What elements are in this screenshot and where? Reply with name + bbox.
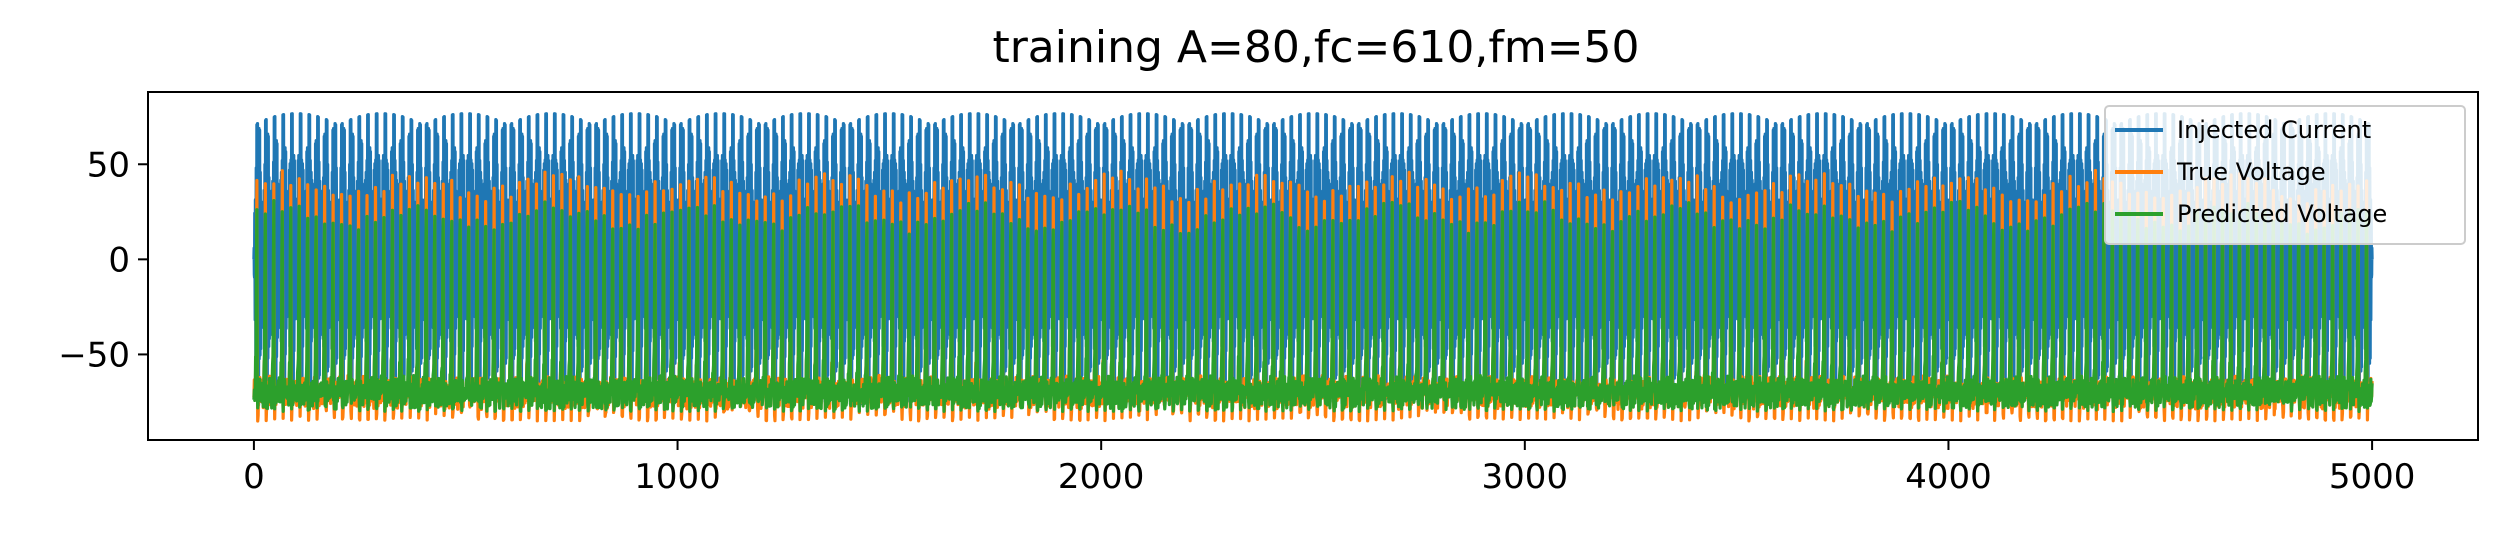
series-group [252, 112, 2374, 423]
axes: 0 1000 2000 3000 4000 5000 50 0 −50 [58, 91, 2479, 497]
x-tick-label: 0 [243, 457, 265, 497]
series-predicted-voltage [252, 198, 2374, 414]
legend-label: Predicted Voltage [2177, 200, 2387, 228]
x-tick-label: 2000 [1058, 457, 1145, 497]
x-tick-label: 4000 [1905, 457, 1992, 497]
plot-area [252, 112, 2374, 423]
legend: Injected Current True Voltage Predicted Vo… [2104, 105, 2466, 245]
x-tick-label: 1000 [634, 457, 721, 497]
axes-frame [147, 91, 2479, 441]
x-tick-label: 5000 [2329, 457, 2416, 497]
y-tick-label: −50 [58, 335, 130, 375]
y-tick-label: 0 [108, 240, 130, 280]
legend-box [2104, 105, 2466, 245]
y-tick-label: 50 [87, 145, 130, 185]
legend-label: True Voltage [2176, 158, 2326, 186]
x-tick-label: 3000 [1482, 457, 1569, 497]
legend-label: Injected Current [2177, 116, 2371, 144]
chart-title: training A=80,fc=610,fm=50 [992, 22, 1639, 73]
